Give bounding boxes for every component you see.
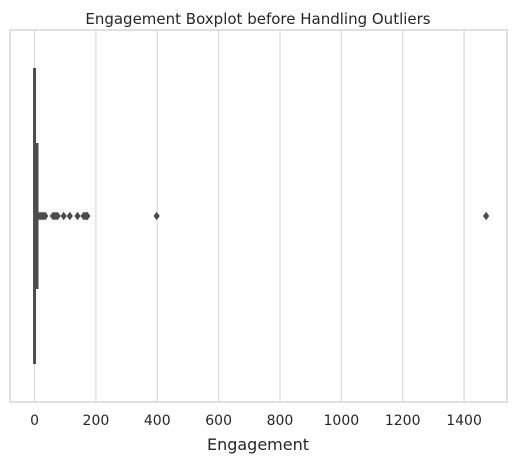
x-tick-label-600: 600 bbox=[205, 413, 232, 429]
outlier-point-17 bbox=[153, 211, 160, 221]
outlier-point-18 bbox=[482, 211, 490, 221]
x-tick-label-1000: 1000 bbox=[324, 413, 360, 429]
grid-lines bbox=[33, 30, 465, 402]
outlier-point-9 bbox=[54, 211, 61, 221]
outlier-point-5 bbox=[42, 211, 49, 221]
x-tick-label-1200: 1200 bbox=[385, 413, 421, 429]
x-tick-labels: 0 200 400 600 800 1000 1200 1400 bbox=[30, 413, 482, 429]
x-tick-label-0: 0 bbox=[30, 413, 39, 429]
x-tick-label-800: 800 bbox=[267, 413, 294, 429]
x-tick-label-400: 400 bbox=[144, 413, 171, 429]
x-tick-label-200: 200 bbox=[83, 413, 110, 429]
x-tick-label-1400: 1400 bbox=[446, 413, 482, 429]
x-axis-label: Engagement bbox=[207, 435, 309, 454]
outlier-group bbox=[34, 211, 490, 221]
outlier-point-12 bbox=[74, 211, 81, 221]
plot-frame bbox=[9, 29, 508, 403]
outlier-point-16 bbox=[84, 211, 91, 221]
outlier-point-11 bbox=[66, 211, 73, 221]
chart-title: Engagement Boxplot before Handling Outli… bbox=[85, 10, 430, 28]
outlier-point-10 bbox=[60, 211, 67, 221]
